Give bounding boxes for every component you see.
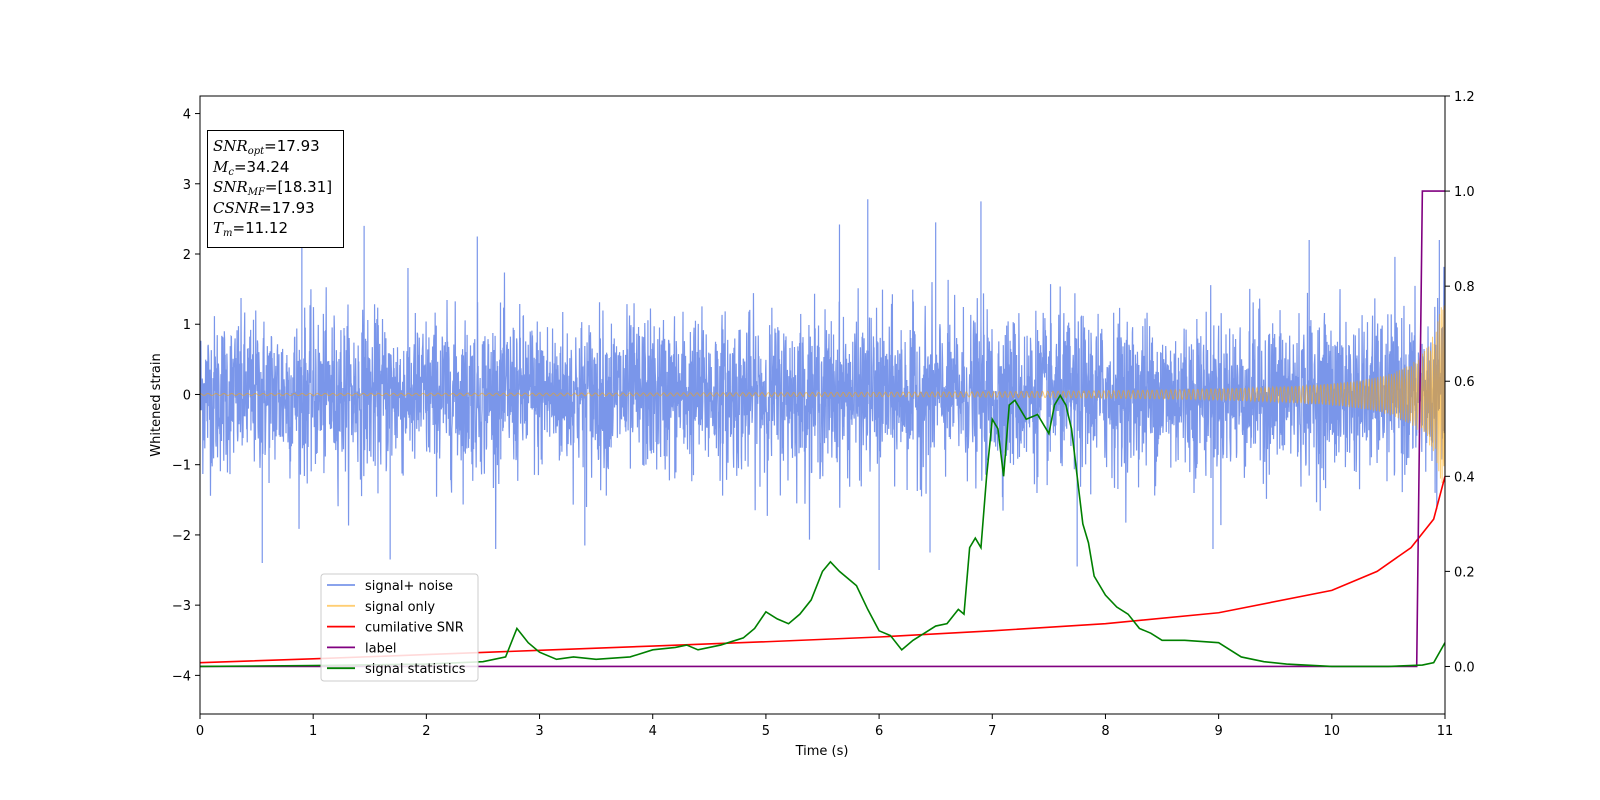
annotation-snr-mf: SNRMF=[18.31]: [213, 178, 333, 198]
legend-label: signal statistics: [365, 662, 466, 677]
y-tick-label: 3: [183, 178, 191, 193]
legend-label: signal only: [365, 600, 435, 615]
annotation-snr-opt: SNRopt=17.93: [213, 137, 320, 157]
y-tick-label: −3: [172, 599, 191, 614]
y-tick-label: 0: [183, 388, 191, 403]
x-tick-label: 3: [535, 724, 543, 739]
y-tick-label: 2: [183, 248, 191, 263]
legend-frame: [320, 573, 479, 682]
legend-label: label: [365, 641, 396, 656]
series-signal-noise: [200, 199, 1445, 571]
x-tick-label: 9: [1214, 724, 1222, 739]
x-tick-label: 1: [309, 724, 317, 739]
x-tick-label: 6: [875, 724, 883, 739]
series-label: [200, 190, 1445, 668]
y2-tick-label: 1.2: [1454, 90, 1475, 105]
y-tick-label: 4: [183, 108, 191, 123]
y2-tick-label: 0.8: [1454, 280, 1475, 295]
x-tick-label: 7: [988, 724, 996, 739]
y-axis-label: Whitened strain: [149, 353, 164, 456]
x-tick-label: 0: [196, 724, 204, 739]
annotation-csnr: CSNR=17.93: [213, 198, 315, 217]
y-tick-label: −4: [172, 669, 191, 684]
x-tick-label: 5: [762, 724, 770, 739]
x-axis-label: Time (s): [795, 744, 849, 759]
x-tick-label: 10: [1324, 724, 1341, 739]
x-tick-label: 2: [422, 724, 430, 739]
y2-tick-label: 0.0: [1454, 660, 1475, 675]
x-tick-label: 8: [1101, 724, 1109, 739]
y2-tick-label: 0.2: [1454, 565, 1475, 580]
plot-frame: [199, 95, 1446, 715]
y2-tick-label: 0.4: [1454, 470, 1475, 485]
y-tick-label: −1: [172, 459, 191, 474]
y2-tick-label: 1.0: [1454, 185, 1475, 200]
series-signal-only: [200, 305, 1445, 507]
x-tick-label: 11: [1437, 724, 1454, 739]
annotation-tm: Tm=11.12: [213, 219, 289, 239]
annotation-mc: Mc=34.24: [213, 157, 290, 178]
y-tick-label: −2: [172, 529, 191, 544]
ticks-layer: 0 1 2 3 4 5 6 7 8 9 10 11 −4 −3 −2 −1 0 1 2 3 4 0.0 0.2 0.4 0.6 0…: [172, 90, 1475, 739]
legend-label: signal+ noise: [365, 579, 453, 594]
y-tick-label: 1: [183, 318, 191, 333]
stats-annotation-box: SNRopt=17.93 Mc=34.24 SNRMF=[18.31] CSNR…: [207, 130, 344, 248]
legend-label: cumilative SNR: [365, 621, 464, 636]
legend: signal+ noise signal only cumilative SNR la…: [320, 573, 479, 682]
x-tick-label: 4: [649, 724, 657, 739]
y2-tick-label: 0.6: [1454, 375, 1475, 390]
series-signal-statistics: [200, 393, 1445, 668]
